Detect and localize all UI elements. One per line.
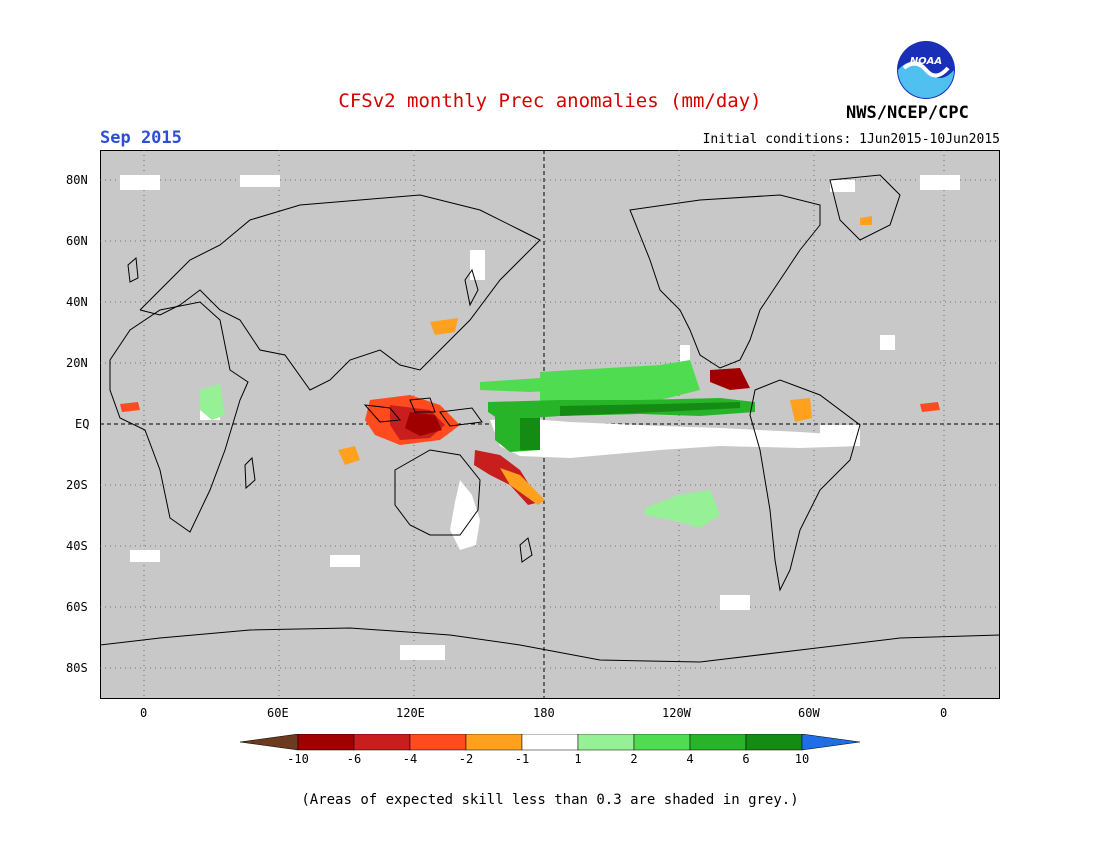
colorbar-segment [577, 734, 635, 751]
lat-label: 60S [66, 600, 88, 614]
lon-label: 120E [396, 706, 425, 720]
colorbar-label: -2 [458, 752, 474, 766]
colorbar-segment [465, 734, 523, 751]
grid-lines [100, 150, 1000, 699]
colorbar-label: 6 [742, 752, 750, 766]
lat-label: 20N [66, 356, 88, 370]
colorbar-label: -1 [514, 752, 530, 766]
lon-label: 180 [533, 706, 555, 720]
lat-label: 40S [66, 539, 88, 553]
forecast-month: Sep 2015 [100, 128, 182, 148]
lon-label: 60E [267, 706, 289, 720]
colorbar-segment [297, 734, 355, 751]
colorbar-segment [521, 734, 579, 751]
noaa-logo-icon: NOAA [897, 41, 955, 99]
colorbar-segment [633, 734, 691, 751]
initial-conditions: Initial conditions: 1Jun2015-10Jun2015 [702, 132, 1000, 147]
lon-label: 60W [798, 706, 820, 720]
lat-label: 80S [66, 661, 88, 675]
colorbar-label: 2 [630, 752, 638, 766]
lat-label: 60N [66, 234, 88, 248]
colorbar-label: -6 [346, 752, 362, 766]
lon-label: 120W [662, 706, 691, 720]
near-zero-anomaly-regions [120, 175, 960, 660]
lon-label: 0 [140, 706, 148, 720]
colorbar [240, 734, 860, 751]
precip-anomaly-map [100, 150, 1000, 699]
agency-label: NWS/NCEP/CPC [846, 103, 969, 123]
colorbar-label: 10 [794, 752, 810, 766]
wet-anomaly-regions [200, 360, 755, 528]
colorbar-segment [745, 734, 803, 751]
chart-title: CFSv2 monthly Prec anomalies (mm/day) [0, 90, 1100, 112]
colorbar-label: -4 [402, 752, 418, 766]
coastlines [100, 174, 1000, 663]
colorbar-label: 1 [574, 752, 582, 766]
colorbar-label: 4 [686, 752, 694, 766]
colorbar-label: -10 [287, 752, 309, 766]
lat-label: 20S [66, 478, 88, 492]
colorbar-segment [353, 734, 411, 751]
colorbar-segment [240, 734, 299, 751]
colorbar-segment [801, 734, 860, 751]
title-text: CFSv2 monthly Prec anomalies (mm/day) [338, 90, 762, 112]
lon-label: 0 [940, 706, 948, 720]
colorbar-segment [689, 734, 747, 751]
skill-note: (Areas of expected skill less than 0.3 a… [301, 792, 799, 808]
dry-anomaly-regions [120, 216, 940, 505]
svg-text:NOAA: NOAA [910, 56, 942, 67]
lat-label: EQ [75, 417, 90, 431]
lat-label: 80N [66, 173, 88, 187]
lat-label: 40N [66, 295, 88, 309]
colorbar-segment [409, 734, 467, 751]
